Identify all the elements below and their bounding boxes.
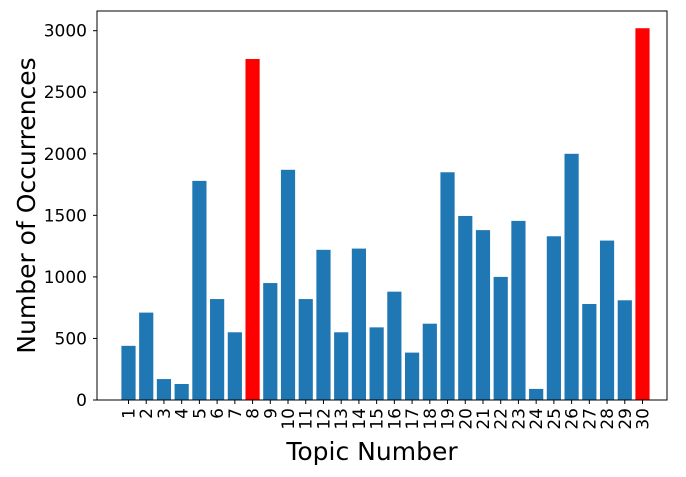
x-tick-label: 2 [137,408,157,419]
x-tick-label: 17 [403,408,423,430]
bar-topic-22 [493,276,508,400]
bar-topic-7 [227,332,242,400]
bar-topic-26 [564,153,579,400]
x-tick-label: 5 [190,408,210,419]
x-axis: 1234567891011121314151617181920212223242… [120,400,654,430]
y-tick-label: 500 [55,329,87,349]
bar-topic-2 [139,312,154,400]
x-tick-label: 3 [155,408,175,419]
x-tick-label: 14 [350,408,370,430]
bar-topic-11 [298,299,313,400]
x-tick-label: 19 [439,408,459,430]
bar-topic-8 [245,59,260,400]
bar-topic-9 [263,283,278,400]
bar-topic-19 [440,172,455,400]
bar-topic-27 [582,303,597,400]
x-tick-label: 22 [492,408,512,430]
bar-topic-1 [121,345,136,400]
bar-topic-17 [405,352,420,400]
x-axis-label: Topic Number [285,437,458,466]
x-tick-label: 6 [208,408,228,419]
bar-topic-5 [192,180,207,400]
bar-topic-15 [369,327,384,400]
x-tick-label: 10 [279,408,299,430]
y-axis: 0 500 1000 1500 2000 2500 3000 [44,22,97,411]
x-tick-label: 11 [297,408,317,430]
bar-topic-21 [475,230,491,400]
bar-topic-25 [546,236,561,400]
y-axis-label: Number of Occurrences [12,57,41,353]
x-tick-label: 29 [616,408,636,430]
x-tick-label: 20 [456,408,476,430]
bar-topic-28 [599,240,615,400]
bar-topic-23 [511,220,526,400]
bar-topic-12 [316,249,331,400]
bar-topic-20 [458,215,473,400]
x-tick-label: 8 [244,408,264,419]
x-tick-label: 13 [332,408,352,430]
bar-topic-16 [387,291,402,400]
x-tick-label: 24 [527,408,547,430]
x-tick-label: 27 [580,408,600,430]
x-tick-label: 25 [545,408,565,430]
x-tick-label: 30 [634,408,654,430]
bar-topic-6 [210,299,225,400]
x-tick-label: 4 [173,408,193,419]
bar-topic-29 [617,300,632,400]
y-tick-label: 1500 [44,206,87,226]
x-tick-label: 16 [385,408,405,430]
y-tick-label: 3000 [44,22,87,42]
bar-topic-14 [351,248,366,400]
x-tick-label: 26 [563,408,583,430]
x-tick-label: 9 [261,408,281,419]
bar-topic-10 [280,169,296,400]
y-tick-label: 2500 [44,83,87,103]
x-tick-label: 23 [509,408,529,430]
bar-topic-24 [529,388,544,400]
bar-topic-4 [174,384,189,400]
x-tick-label: 12 [314,408,334,430]
x-tick-label: 28 [598,408,618,430]
y-tick-label: 2000 [44,145,87,165]
x-tick-label: 15 [368,408,388,430]
bar-topic-13 [334,332,349,400]
x-tick-label: 7 [226,408,246,419]
bar-topic-3 [156,379,172,400]
bar-topic-30 [635,28,650,400]
x-tick-label: 18 [421,408,441,430]
y-tick-label: 0 [76,391,87,411]
x-tick-label: 1 [120,408,140,419]
y-tick-label: 1000 [44,268,87,288]
plot-frame [96,10,668,401]
x-tick-label: 21 [474,408,494,430]
bars-group [121,28,650,400]
bar-topic-18 [422,323,437,400]
